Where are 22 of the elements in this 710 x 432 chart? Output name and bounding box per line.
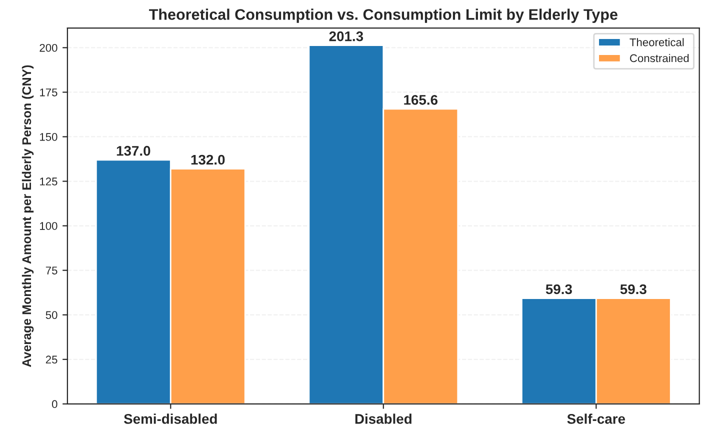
- y-tick-label: 25: [46, 356, 58, 364]
- data-label: 59.3: [546, 284, 572, 294]
- y-tick-label: 125: [40, 178, 58, 186]
- y-axis-title: Average Monthly Amount per Elderly Person (CNY): [22, 65, 34, 367]
- x-tick-label: Semi-disabled: [124, 414, 217, 424]
- x-tick-label: Self-care: [567, 414, 626, 424]
- y-tick-label: 175: [40, 88, 58, 96]
- y-tick-label: 0: [52, 400, 58, 408]
- y-tick-label: 100: [40, 222, 58, 230]
- x-tick-label: Disabled: [355, 414, 412, 424]
- data-label: 165.6: [404, 94, 438, 105]
- legend-label: Theoretical: [630, 38, 684, 46]
- chart-title: Theoretical Consumption vs. Consumption Limit by Elderly Type: [149, 8, 618, 23]
- y-tick-label: 50: [46, 311, 58, 319]
- data-label: 59.3: [620, 284, 646, 294]
- legend-label: Constrained: [630, 54, 689, 62]
- y-tick-label: 150: [40, 133, 58, 141]
- y-tick-label: 75: [46, 266, 58, 274]
- data-label: 132.0: [191, 154, 225, 165]
- data-label: 201.3: [329, 31, 364, 42]
- data-label: 137.0: [116, 146, 150, 156]
- y-tick-label: 200: [40, 44, 58, 52]
